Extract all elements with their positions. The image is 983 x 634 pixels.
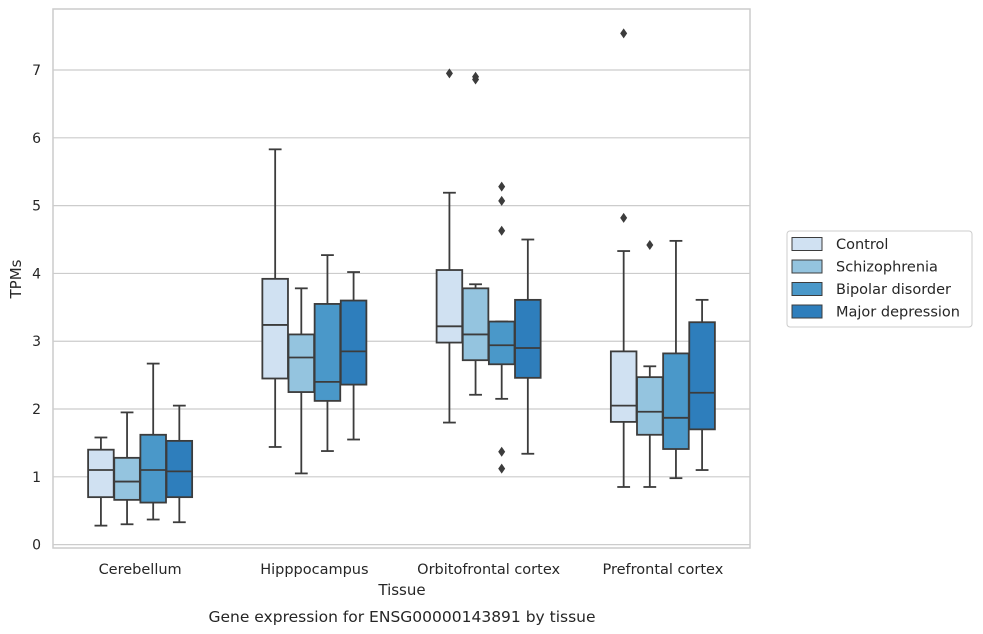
box-iqr: [636, 376, 664, 436]
x-tick-label: Cerebellum: [99, 562, 182, 578]
outlier-point: [498, 181, 506, 192]
legend-swatch: [791, 304, 823, 319]
x-tick-label: Hipppocampus: [260, 562, 368, 578]
box-iqr: [688, 321, 716, 431]
legend-label: Control: [836, 237, 888, 253]
legend-label: Major depression: [836, 305, 960, 321]
outlier-point: [498, 463, 506, 474]
legend-swatch: [791, 282, 823, 296]
legend-label: Schizophrenia: [836, 260, 938, 276]
box-2-2: [487, 181, 516, 474]
legend-frame: [786, 230, 973, 328]
box-3-3: [688, 298, 716, 471]
box-1-3: [636, 239, 664, 488]
y-tick-label: 5: [32, 199, 41, 215]
box-3-2: [514, 238, 542, 455]
box-2-0: [139, 362, 167, 521]
box-iqr: [662, 352, 690, 450]
x-tick-label: Orbitofrontal cortex: [417, 562, 560, 578]
box-1-0: [113, 411, 141, 526]
y-axis-label: TPMs: [7, 259, 25, 299]
outlier-point: [498, 195, 506, 206]
box-1-2: [461, 71, 490, 396]
box-iqr: [87, 448, 115, 499]
box-0-1: [261, 148, 289, 448]
box-iqr: [165, 439, 194, 499]
box-0-3: [609, 28, 638, 488]
box-iqr: [313, 303, 342, 402]
box-2-1: [313, 254, 342, 452]
x-tick-label: Prefrontal cortex: [602, 562, 723, 578]
box-2-3: [662, 239, 690, 480]
outlier-point: [620, 212, 628, 223]
box-iqr: [435, 269, 464, 344]
box-iqr: [113, 456, 141, 501]
y-tick-label: 0: [32, 538, 41, 554]
box-3-1: [339, 271, 368, 441]
box-iqr: [487, 320, 516, 366]
legend-swatch: [791, 259, 823, 274]
y-tick-label: 3: [32, 334, 41, 350]
box-iqr: [139, 433, 167, 504]
box-iqr: [461, 287, 490, 362]
box-iqr: [287, 333, 316, 393]
box-0-2: [435, 68, 464, 424]
outlier-point: [498, 446, 506, 457]
outlier-point: [445, 68, 453, 79]
legend-label: Bipolar disorder: [836, 282, 951, 298]
box-iqr: [514, 298, 542, 379]
legend-swatch: [791, 237, 823, 251]
box-iqr: [609, 350, 638, 423]
plot-area-frame: [52, 8, 751, 549]
box-1-1: [287, 287, 316, 475]
x-tick-labels: Cerebellum Hipppocampus Orbitofrontal cort…: [99, 562, 724, 578]
x-axis-label: Tissue: [377, 581, 425, 599]
outlier-point: [646, 239, 654, 250]
chart-title: Gene expression for ENSG00000143891 by t…: [208, 608, 595, 626]
box-0-0: [87, 436, 115, 527]
y-tick-label: 1: [32, 470, 41, 486]
y-tick-labels: 0 1 2 3 4 5 6 7: [32, 63, 41, 554]
box-iqr: [339, 299, 368, 386]
y-tick-label: 4: [32, 266, 41, 282]
boxplots: [87, 28, 716, 527]
box-iqr: [261, 277, 289, 380]
outlier-point: [620, 28, 628, 39]
outlier-point: [498, 225, 506, 236]
legend: Control Schizophrenia Bipolar disorder Majo…: [786, 230, 973, 328]
box-3-0: [165, 404, 194, 524]
y-tick-label: 7: [32, 63, 41, 79]
y-tick-label: 6: [32, 131, 41, 147]
outlier-point: [472, 71, 480, 82]
y-tick-label: 2: [32, 402, 41, 418]
